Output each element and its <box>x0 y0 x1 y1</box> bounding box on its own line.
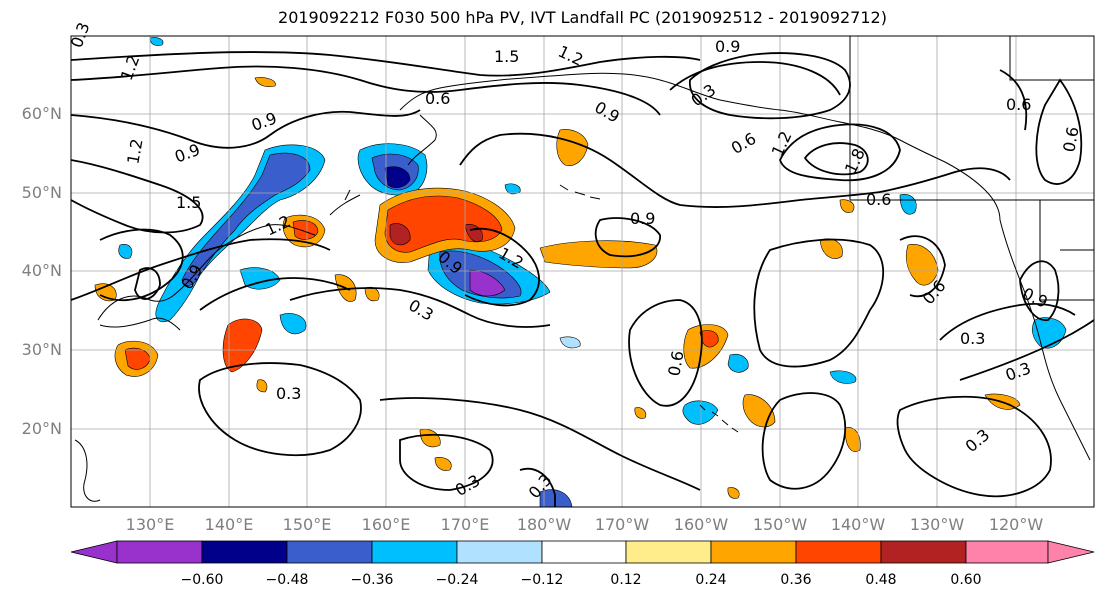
colorbar-tick-label: −0.60 <box>180 572 224 588</box>
lon-tick-label: 120°W <box>988 515 1044 534</box>
colorbar-tick-label: 0.60 <box>950 572 982 588</box>
graticule <box>71 36 1094 507</box>
lon-tick-label: 160°W <box>673 515 729 534</box>
colorbar <box>70 540 1095 564</box>
lat-tick-label: 40°N <box>21 261 62 280</box>
colorbar-segment <box>456 540 543 564</box>
colorbar-segment <box>371 540 458 564</box>
colorbar-segment <box>625 540 712 564</box>
contour-label: 0.9 <box>715 37 740 56</box>
colorbar-segment <box>965 540 1049 564</box>
lat-tick-label: 50°N <box>21 183 62 202</box>
lon-tick-label: 170°E <box>440 515 490 534</box>
contour-label: 0.6 <box>664 349 687 377</box>
negative-anomaly-shading <box>118 37 1067 507</box>
contour-label: 0.3 <box>276 384 301 403</box>
colorbar-tick-label: 0.36 <box>780 572 812 588</box>
contour-label: 1.5 <box>176 193 201 212</box>
colorbar-tick-label: −0.24 <box>435 572 479 588</box>
lon-tick-label: 160°E <box>361 515 411 534</box>
colorbar-extend-high <box>1047 540 1095 564</box>
contour-label-layer: 1.2 1.5 1.2 0.9 0.6 0.9 0.3 0.9 0.6 1.2 … <box>67 20 1083 502</box>
colorbar-segment <box>116 540 203 564</box>
colorbar-segment <box>286 540 373 564</box>
lon-tick-label: 130°W <box>909 515 965 534</box>
colorbar-tick-label: −0.12 <box>520 572 564 588</box>
positive-anomaly-shading <box>94 77 1021 499</box>
contour-label: 0.6 <box>866 190 891 209</box>
colorbar-tick-label: −0.48 <box>265 572 309 588</box>
lon-tick-label: 170°W <box>594 515 650 534</box>
lon-tick-label: 130°E <box>125 515 175 534</box>
contour-label: 0.6 <box>1059 125 1082 153</box>
lon-tick-label: 140°W <box>830 515 886 534</box>
contour-label: 1.2 <box>123 137 146 165</box>
colorbar-segment <box>201 540 288 564</box>
lon-tick-label: 150°E <box>282 515 332 534</box>
lat-tick-label: 20°N <box>21 419 62 438</box>
colorbar-segment <box>710 540 797 564</box>
colorbar-segment <box>541 540 627 564</box>
lat-tick-label: 30°N <box>21 340 62 359</box>
lat-tick-label: 60°N <box>21 104 62 123</box>
lon-tick-label: 140°E <box>204 515 254 534</box>
map-panel <box>71 36 1094 507</box>
map-frame <box>70 35 1095 508</box>
colorbar-segment <box>880 540 967 564</box>
contour-label: 0.6 <box>425 89 450 108</box>
contour-label: 0.9 <box>630 209 655 228</box>
lon-tick-label: 150°W <box>752 515 808 534</box>
contour-label: 0.3 <box>960 329 985 348</box>
colorbar-tick-label: 0.48 <box>865 572 897 588</box>
colorbar-tick-label: 0.12 <box>610 572 642 588</box>
map-title: 2019092212 F030 500 hPa PV, IVT Landfall… <box>278 8 887 27</box>
lon-tick-label: 180°W <box>516 515 572 534</box>
colorbar-tick-label: 0.24 <box>695 572 727 588</box>
colorbar-segment <box>795 540 882 564</box>
contour-lines <box>71 51 1094 507</box>
colorbar-tick-label: −0.36 <box>350 572 394 588</box>
contour-label: 0.6 <box>1006 95 1031 114</box>
colorbar-extend-low <box>70 540 118 564</box>
contour-label: 1.5 <box>494 47 519 66</box>
